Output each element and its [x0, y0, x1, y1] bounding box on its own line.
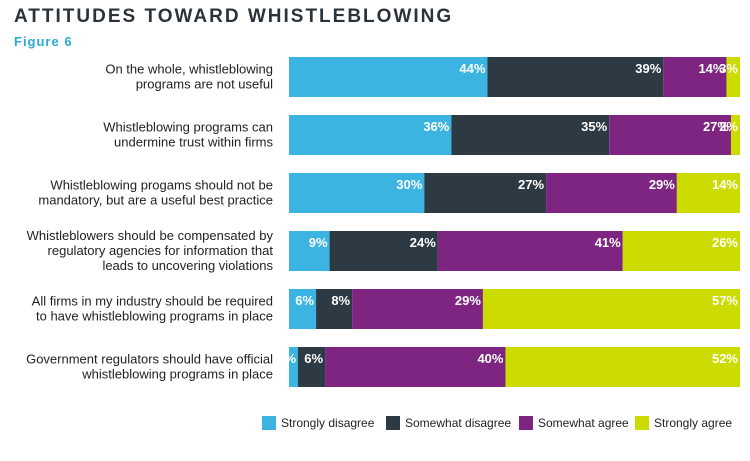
category-label: Whistleblowing programs can undermine tru…: [103, 120, 273, 150]
category-label: Whistleblowers should be compensated by r…: [27, 228, 274, 273]
bar-segment: [622, 231, 740, 271]
bar-segment: [424, 173, 547, 213]
data-label: 36%: [423, 119, 449, 134]
data-label: 24%: [410, 235, 436, 250]
category-label: Government regulators should have offici…: [26, 352, 273, 382]
data-label: 30%: [396, 177, 422, 192]
data-label: 14%: [698, 61, 724, 76]
data-label: 41%: [595, 235, 621, 250]
bar-segment: [451, 115, 610, 155]
bar-segment: [487, 57, 664, 97]
figure-label: Figure 6: [14, 34, 73, 49]
bar-segment: [437, 231, 623, 271]
bar-segment: [663, 57, 727, 97]
data-label: 35%: [581, 119, 607, 134]
bar-segment: [289, 347, 299, 387]
bar-segment: [289, 57, 488, 97]
chart-title: ATTITUDES TOWARD WHISTLEBLOWING: [14, 6, 454, 27]
data-label: 39%: [635, 61, 661, 76]
data-label: 40%: [477, 351, 503, 366]
legend-label: Strongly disagree: [281, 416, 375, 430]
data-label: 27%: [703, 119, 729, 134]
data-label: 2%: [719, 119, 738, 134]
legend-swatch: [262, 416, 276, 430]
bar-segment: [505, 347, 740, 387]
bar-segment: [289, 115, 452, 155]
bar-segment: [609, 115, 731, 155]
bar-segment: [316, 289, 353, 329]
category-label: All firms in my industry should be requi…: [32, 294, 273, 324]
data-label: 27%: [518, 177, 544, 192]
bar-segment: [482, 289, 740, 329]
data-label: 3%: [719, 61, 738, 76]
bar-segment: [289, 231, 330, 271]
legend-swatch: [386, 416, 400, 430]
data-label: 44%: [459, 61, 485, 76]
data-label: 29%: [649, 177, 675, 192]
bar-segment: [726, 57, 740, 97]
legend-label: Somewhat agree: [538, 416, 629, 430]
bar-segment: [676, 173, 740, 213]
legend-label: Somewhat disagree: [405, 416, 511, 430]
bar-segment: [325, 347, 506, 387]
category-label: On the whole, whistleblowing programs are…: [105, 62, 273, 92]
bar-segment: [289, 289, 317, 329]
bar-segment: [289, 173, 425, 213]
bar-segment: [329, 231, 438, 271]
data-label: 26%: [712, 235, 738, 250]
bar-segment: [298, 347, 326, 387]
data-label: 52%: [712, 351, 738, 366]
data-label: 57%: [712, 293, 738, 308]
data-label: 14%: [712, 177, 738, 192]
bar-segment: [730, 115, 740, 155]
data-label: 2%: [277, 351, 296, 366]
data-label: 8%: [331, 293, 350, 308]
bar-segment: [352, 289, 483, 329]
legend-swatch: [519, 416, 533, 430]
legend-label: Strongly agree: [654, 416, 732, 430]
data-label: 6%: [295, 293, 314, 308]
bar-segment: [546, 173, 677, 213]
data-label: 29%: [455, 293, 481, 308]
legend-swatch: [635, 416, 649, 430]
data-label: 9%: [309, 235, 328, 250]
category-label: Whistleblowing progams should not be mand…: [38, 178, 273, 208]
data-label: 6%: [304, 351, 323, 366]
